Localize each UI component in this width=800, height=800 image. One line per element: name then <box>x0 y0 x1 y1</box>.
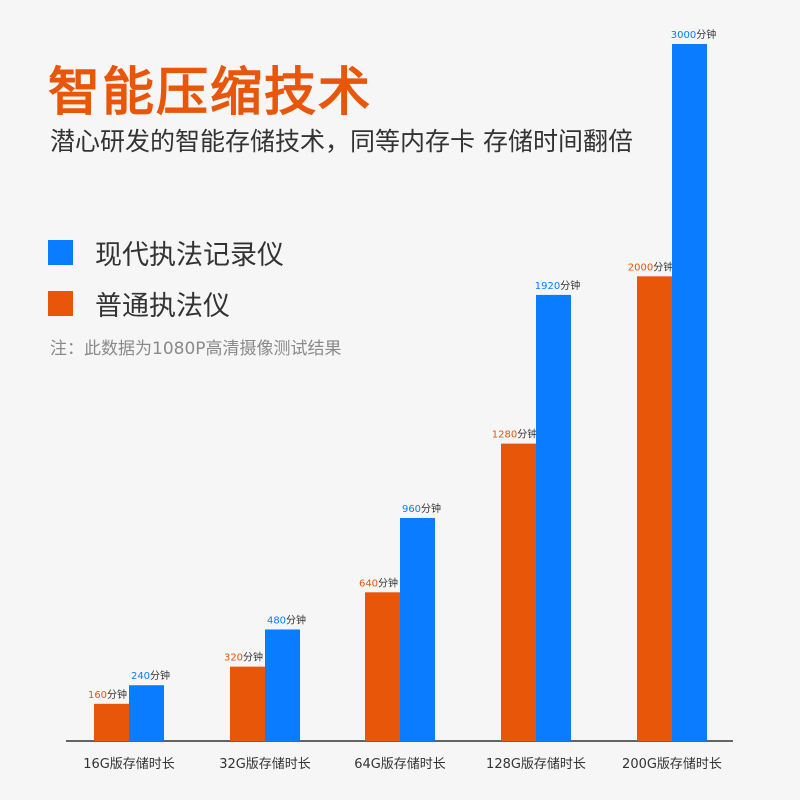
data-label-normal-3: 1280分钟 <box>492 428 537 441</box>
legend-label-normal: 普通执法仪 <box>95 291 230 322</box>
bar-normal-3 <box>501 443 536 741</box>
x-tick-label-3: 128G版存储时长 <box>486 757 586 772</box>
bar-modern-1 <box>265 629 300 741</box>
bar-modern-3 <box>536 294 571 741</box>
bar-modern-4 <box>672 44 707 741</box>
bar-normal-2 <box>365 592 400 741</box>
bar-normal-4 <box>637 276 672 741</box>
bar-normal-1 <box>230 666 265 741</box>
bar-normal-0 <box>94 703 129 741</box>
bar-modern-2 <box>400 517 435 741</box>
data-label-modern-1: 480分钟 <box>267 613 306 626</box>
chart-title: 智能压缩技术 <box>48 63 373 123</box>
legend-item-modern: 现代执法记录仪 <box>48 233 284 272</box>
data-label-modern-2: 960分钟 <box>402 502 441 515</box>
data-label-normal-1: 320分钟 <box>224 651 263 664</box>
test-note: 注：此数据为1080P高清摄像测试结果 <box>50 339 342 359</box>
data-label-modern-4: 3000分钟 <box>671 28 716 41</box>
data-label-normal-2: 640分钟 <box>359 576 398 589</box>
legend-label-modern: 现代执法记录仪 <box>95 240 284 271</box>
data-label-normal-0: 160分钟 <box>88 688 127 701</box>
legend-item-normal: 普通执法仪 <box>48 284 230 323</box>
x-tick-label-0: 16G版存储时长 <box>83 757 175 772</box>
bar-modern-0 <box>129 685 164 741</box>
x-tick-label-2: 64G版存储时长 <box>354 757 446 772</box>
data-label-modern-3: 1920分钟 <box>535 279 580 292</box>
chart-subtitle: 潜心研发的智能存储技术，同等内存卡 存储时间翻倍 <box>50 127 633 156</box>
data-label-normal-4: 2000分钟 <box>628 260 673 273</box>
x-tick-label-4: 200G版存储时长 <box>622 757 722 772</box>
legend-swatch-blue <box>48 240 73 265</box>
legend-swatch-orange <box>48 291 73 316</box>
data-label-modern-0: 240分钟 <box>131 669 170 682</box>
x-tick-label-1: 32G版存储时长 <box>219 757 311 772</box>
